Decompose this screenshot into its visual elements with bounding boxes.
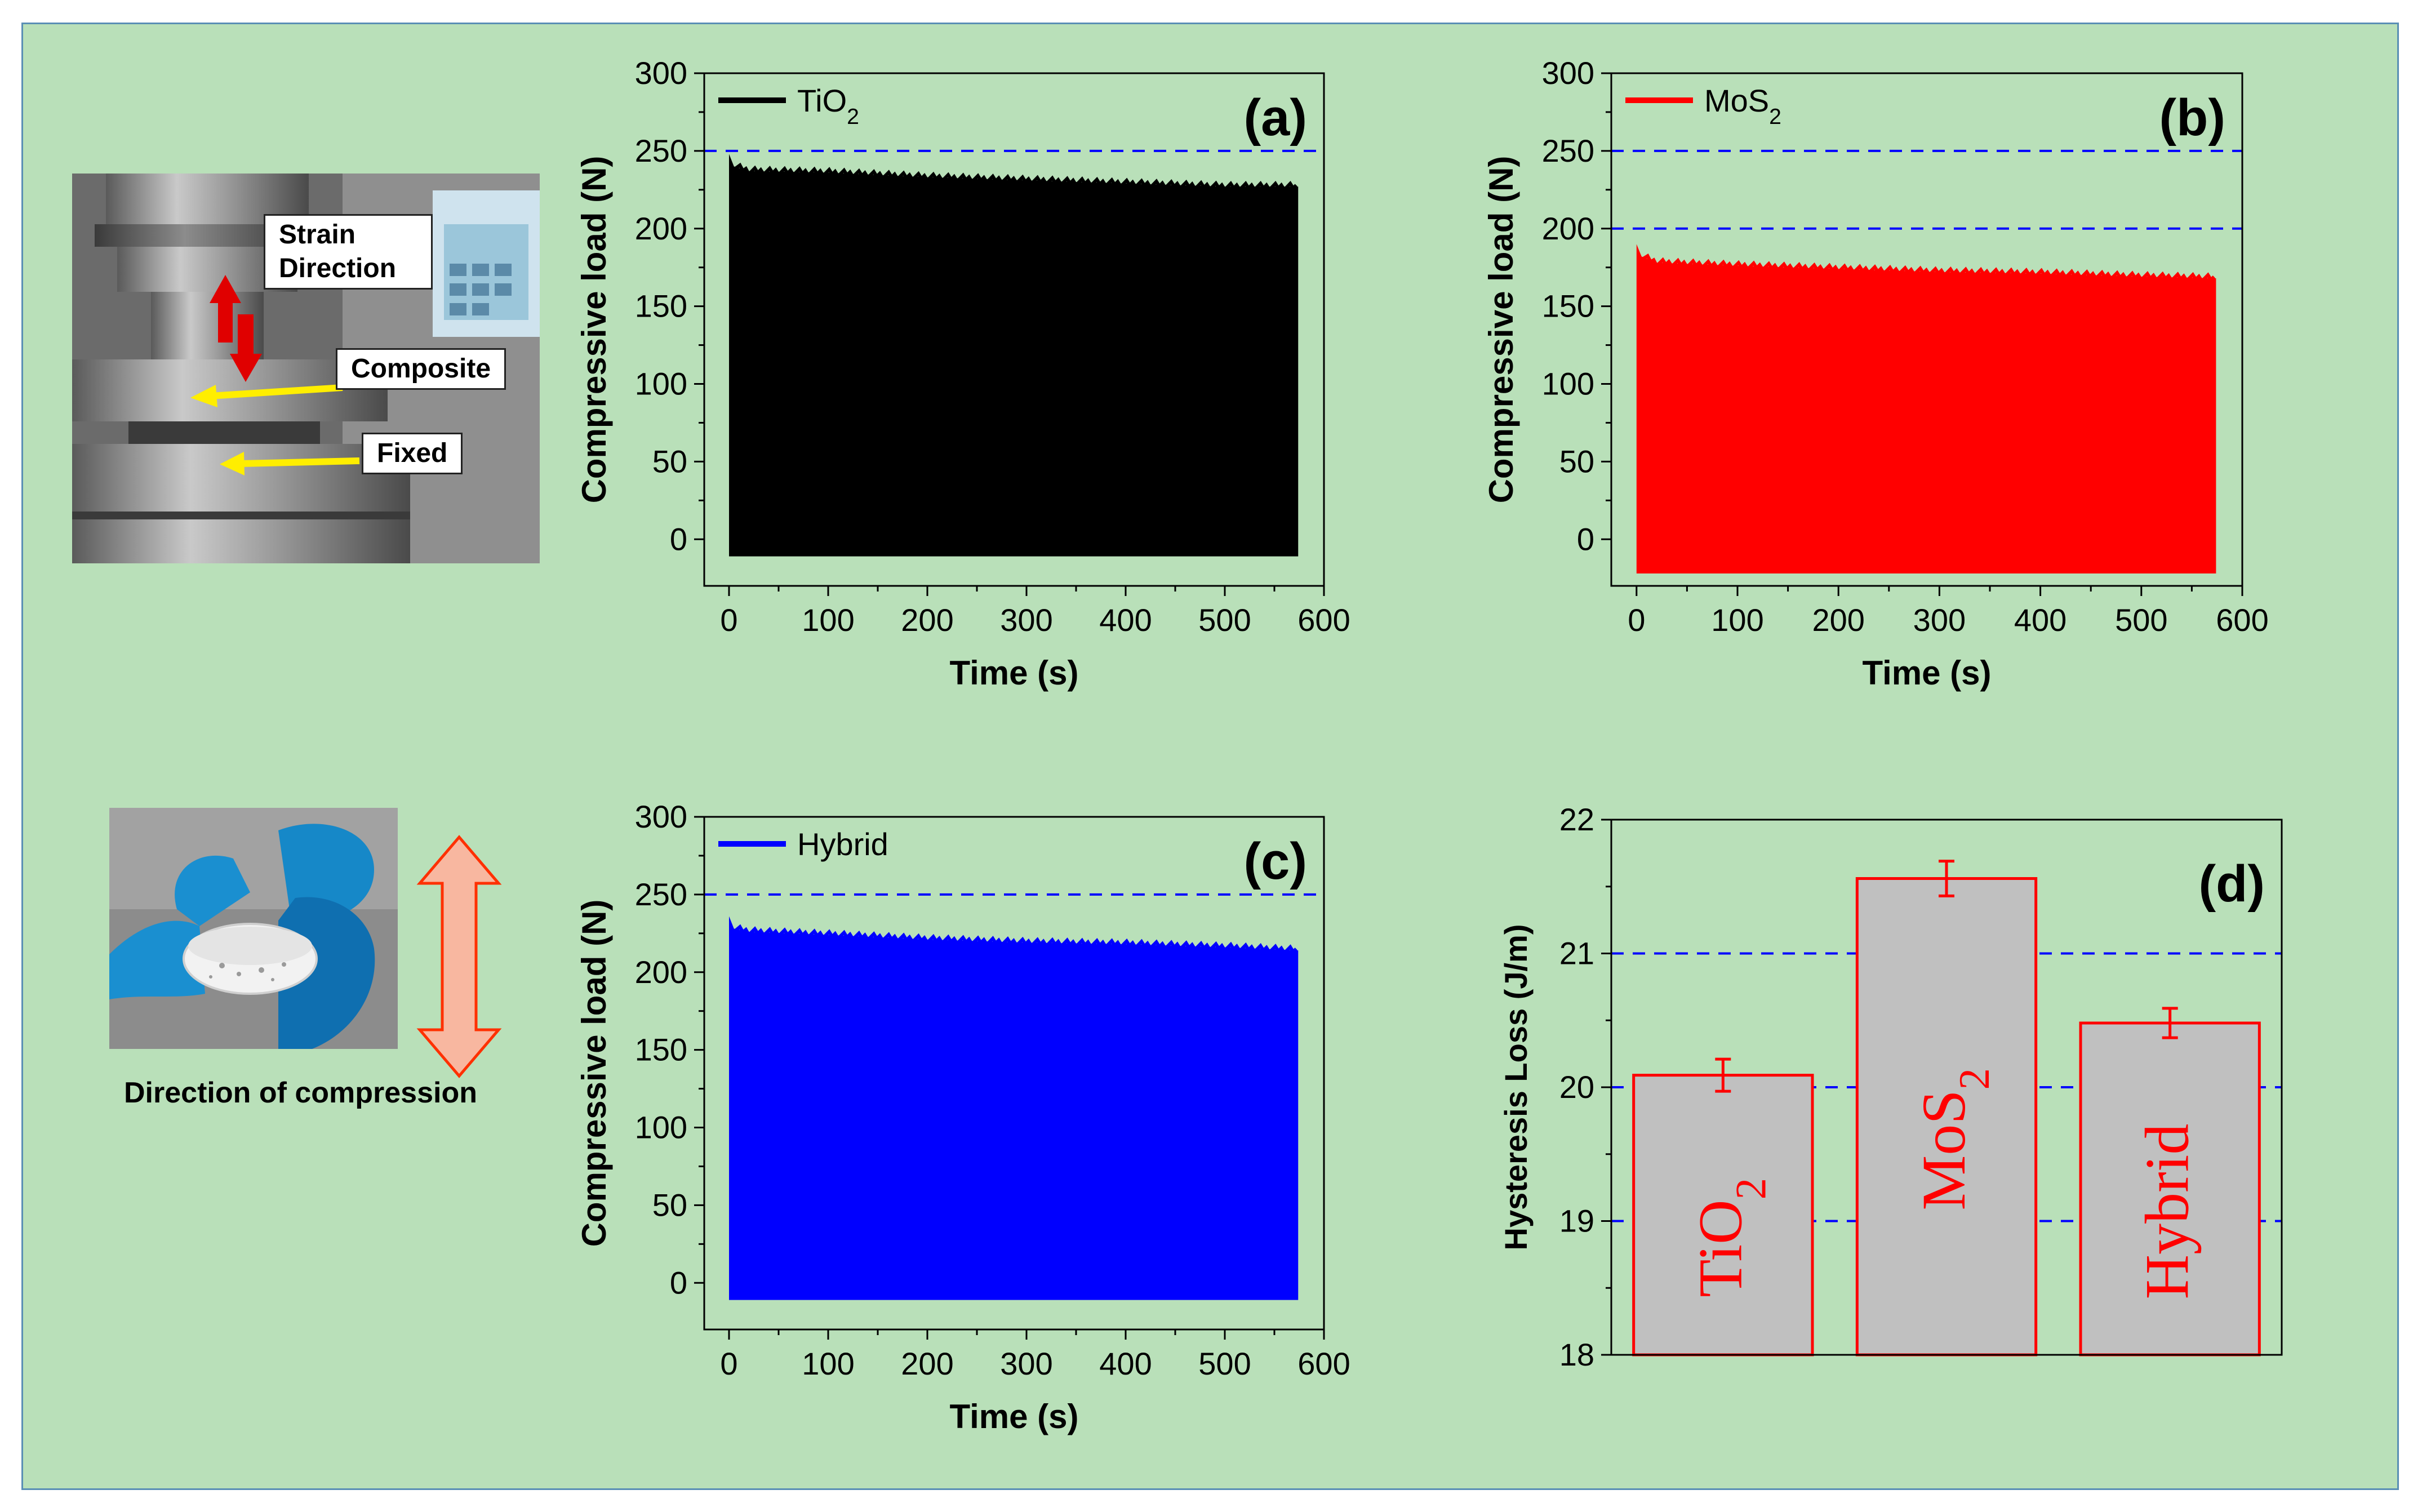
legend-label: MoS2	[1704, 83, 1781, 129]
x-tick-label: 400	[1099, 1346, 1152, 1381]
x-tick-label: 100	[1711, 602, 1763, 638]
bar-label-0: TiO2	[1686, 1178, 1775, 1297]
y-axis-title: Compressive load (N)	[575, 156, 613, 504]
load-signal-peaks	[733, 162, 1297, 193]
y-axis-title: Hysteresis Loss (J/m)	[1498, 924, 1534, 1251]
y-tick-label: 20	[1559, 1069, 1594, 1105]
x-tick-label: 100	[802, 602, 854, 638]
y-tick-label: 50	[652, 443, 687, 479]
strain-direction-label: Strain Direction	[264, 214, 433, 290]
load-signal-peaks	[732, 924, 1297, 956]
y-tick-label: 300	[1542, 55, 1594, 91]
x-tick-label: 0	[1628, 602, 1645, 638]
load-signal-peaks	[1641, 254, 2215, 284]
y-tick-label: 200	[1542, 211, 1594, 246]
x-tick-label: 300	[1000, 602, 1052, 638]
chart-b-mos2: 0 100 200 300 400 500 600 0 50 100 150 200 250 300 Tim…	[1482, 55, 2269, 692]
y-tick-label: 0	[670, 1265, 687, 1300]
x-axis-title: Time (s)	[950, 654, 1079, 692]
compression-direction-arrow-icon	[416, 835, 502, 1078]
x-tick-label: 200	[901, 602, 953, 638]
y-tick-label: 18	[1559, 1337, 1594, 1372]
sample-illustration	[109, 808, 398, 1049]
x-tick-label: 500	[1198, 602, 1251, 638]
y-tick-label: 250	[1542, 133, 1594, 168]
y-tick-label: 300	[635, 799, 687, 834]
x-tick-label: 500	[2115, 602, 2167, 638]
y-tick-label: 50	[1559, 443, 1594, 479]
y-axis-title: Compressive load (N)	[575, 900, 613, 1247]
fixed-arrow-icon	[220, 452, 360, 475]
plot-frame	[703, 72, 1325, 587]
y-tick-label: 19	[1559, 1203, 1594, 1239]
y-tick-label: 21	[1559, 936, 1594, 971]
x-tick-label: 0	[720, 1346, 737, 1381]
bar-label-1: MoS2	[1909, 1068, 1998, 1210]
y-tick-label: 22	[1559, 802, 1594, 837]
legend-label: Hybrid	[797, 826, 888, 862]
fixed-label: Fixed	[362, 433, 463, 474]
y-tick-label: 100	[635, 1110, 687, 1145]
x-tick-label: 400	[1099, 602, 1152, 638]
composite-arrow-icon	[190, 384, 343, 407]
bar-1	[1855, 877, 2038, 1357]
sample-photo	[109, 808, 398, 1049]
composite-label: Composite	[336, 348, 506, 390]
x-tick-label: 100	[802, 1346, 854, 1381]
panel-label: (a)	[1244, 89, 1307, 146]
x-tick-label: 200	[901, 1346, 953, 1381]
y-tick-label: 150	[635, 288, 687, 324]
x-tick-label: 600	[2216, 602, 2268, 638]
x-tick-label: 300	[1000, 1346, 1052, 1381]
y-tick-label: 100	[1542, 366, 1594, 402]
x-tick-label: 0	[720, 602, 737, 638]
load-signal-area	[729, 916, 1299, 1300]
y-tick-label: 250	[635, 133, 687, 168]
load-signal-area	[1636, 244, 2216, 573]
compression-caption: Direction of compression	[124, 1077, 477, 1109]
y-tick-label: 250	[635, 877, 687, 912]
chart-a-tio2: 0 100 200 300 400 500 600 0 50 100 150 200 250 300 Tim…	[575, 55, 1350, 692]
chart-d-hysteresis: TiO2 MoS2 Hybrid 18 19 20 21 22 Hysteresis Loss …	[1498, 802, 2283, 1372]
x-tick-label: 600	[1297, 602, 1350, 638]
panel-label: (c)	[1244, 833, 1307, 890]
x-tick-label: 500	[1198, 1346, 1251, 1381]
y-tick-label: 100	[635, 366, 687, 402]
bar-2	[2079, 1021, 2261, 1357]
y-tick-label: 0	[670, 521, 687, 557]
plot-frame	[703, 816, 1325, 1331]
panel-label: (b)	[2159, 89, 2225, 146]
y-tick-label: 300	[635, 55, 687, 91]
x-axis-title: Time (s)	[1863, 654, 1992, 692]
bar-label-2: Hybrid	[2133, 1124, 2202, 1300]
legend-label: TiO2	[797, 83, 859, 129]
x-tick-label: 600	[1297, 1346, 1350, 1381]
y-tick-label: 150	[1542, 288, 1594, 324]
chart-c-hybrid: 0 100 200 300 400 500 600 0 50 100 150 200 250 300 Tim…	[575, 799, 1350, 1435]
panel-label: (d)	[2199, 855, 2265, 913]
strain-arrow-icon	[210, 275, 262, 382]
x-tick-label: 300	[1913, 602, 1966, 638]
y-tick-label: 200	[635, 954, 687, 990]
y-tick-label: 50	[652, 1187, 687, 1222]
y-tick-label: 150	[635, 1032, 687, 1068]
y-tick-label: 200	[635, 211, 687, 246]
y-axis-title: Compressive load (N)	[1482, 156, 1520, 504]
x-tick-label: 400	[2014, 602, 2067, 638]
y-tick-label: 0	[1577, 521, 1594, 557]
load-signal-area	[729, 154, 1299, 557]
plot-frame	[1610, 72, 2243, 587]
x-tick-label: 200	[1812, 602, 1864, 638]
x-axis-title: Time (s)	[950, 1398, 1079, 1435]
bar-0	[1632, 1074, 1814, 1357]
